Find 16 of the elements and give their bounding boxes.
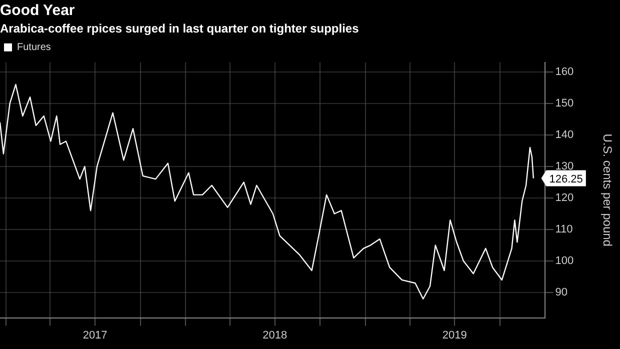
x-tick-label: 2019 xyxy=(442,329,467,342)
y-tick-label: 110 xyxy=(555,224,573,236)
data-label: 126.25 xyxy=(549,173,583,186)
y-tick-label: 150 xyxy=(555,97,574,110)
y-tick-label: 120 xyxy=(555,192,574,204)
y-tick-label: 130 xyxy=(555,160,574,172)
y-tick-label: 160 xyxy=(555,66,574,78)
y-axis-title: U.S. cents per pound xyxy=(600,134,614,246)
chart-title: Good Year xyxy=(0,2,75,20)
chart-subtitle: Arabica-coffee rpices surged in last quarter on tighter supplies xyxy=(0,22,360,36)
legend-label: Futures xyxy=(17,42,51,54)
y-tick-label: 140 xyxy=(555,128,574,141)
x-tick-label: 2017 xyxy=(82,329,108,342)
y-tick-label: 90 xyxy=(555,286,568,299)
x-tick-label: 2018 xyxy=(262,329,288,342)
y-tick-label: 100 xyxy=(555,255,574,268)
